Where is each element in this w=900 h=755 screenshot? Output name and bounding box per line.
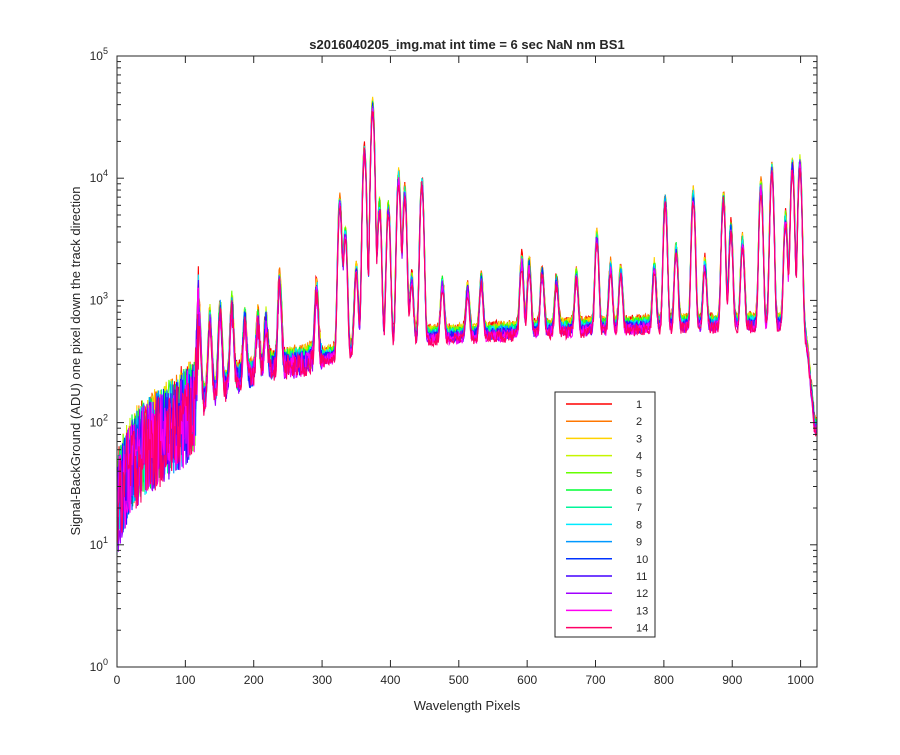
x-tick-label: 200 [244, 673, 264, 687]
legend-label-2: 2 [636, 416, 642, 428]
y-tick-exponent: 2 [103, 413, 108, 423]
legend-box [554, 391, 656, 638]
y-tick-base: 10 [90, 538, 104, 552]
y-tick-base: 10 [90, 416, 104, 430]
x-tick-label: 600 [517, 673, 537, 687]
y-tick-exponent: 4 [103, 168, 108, 178]
y-tick-exponent: 3 [103, 290, 108, 300]
y-tick-label: 101 [90, 535, 108, 552]
y-tick-label: 102 [90, 413, 108, 430]
y-tick-exponent: 5 [103, 46, 108, 56]
legend-label-8: 8 [636, 519, 642, 531]
legend-label-7: 7 [636, 502, 642, 514]
legend-label-4: 4 [636, 451, 642, 463]
y-tick-label: 100 [90, 657, 108, 674]
plot-area-frame [116, 55, 818, 668]
y-tick-label: 103 [90, 290, 108, 307]
legend-label-6: 6 [636, 485, 642, 497]
series-line-14 [116, 110, 818, 545]
series-layer [116, 96, 818, 555]
legend-label-14: 14 [636, 623, 648, 635]
x-tick-label: 800 [654, 673, 674, 687]
y-tick-exponent: 1 [103, 535, 108, 545]
x-tick-label: 300 [312, 673, 332, 687]
legend-label-12: 12 [636, 588, 648, 600]
y-tick-base: 10 [90, 49, 104, 63]
x-tick-label: 900 [722, 673, 742, 687]
plot-area-background [117, 56, 817, 667]
y-tick-base: 10 [90, 660, 104, 674]
x-axis-label: Wavelength Pixels [414, 698, 521, 713]
legend-label-5: 5 [636, 468, 642, 480]
legend-label-11: 11 [636, 571, 647, 583]
x-tick-label: 100 [175, 673, 195, 687]
y-tick-label: 105 [90, 46, 108, 63]
y-tick-base: 10 [90, 171, 104, 185]
legend-label-10: 10 [636, 554, 648, 566]
y-tick-label: 104 [90, 168, 108, 185]
x-tick-label: 400 [380, 673, 400, 687]
chart-title: s2016040205_img.mat int time = 6 sec NaN… [309, 37, 624, 52]
x-axis: 0 100 200 300 400 500 600 700 800 900 1000 [114, 56, 814, 687]
legend-label-13: 13 [636, 605, 648, 617]
x-tick-label: 500 [449, 673, 469, 687]
y-tick-base: 10 [90, 293, 104, 307]
x-tick-label: 0 [114, 673, 121, 687]
legend-label-9: 9 [636, 537, 642, 549]
x-tick-label: 1000 [787, 673, 814, 687]
legend-label-1: 1 [636, 399, 642, 411]
x-tick-label: 700 [586, 673, 606, 687]
legend-label-3: 3 [636, 433, 642, 445]
y-tick-exponent: 0 [103, 657, 108, 667]
y-axis-label: Signal-BackGround (ADU) one pixel down t… [68, 186, 83, 535]
